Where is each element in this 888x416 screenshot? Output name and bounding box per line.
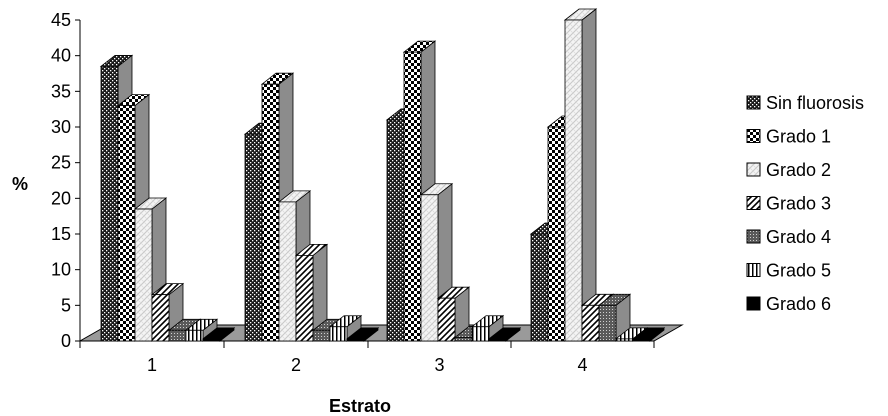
bar xyxy=(470,314,505,342)
y-tick-label: 0 xyxy=(61,331,71,351)
x-tick-label: 3 xyxy=(434,355,444,375)
legend-swatch xyxy=(746,129,761,143)
bar xyxy=(487,327,522,342)
y-axis-label: % xyxy=(12,174,28,194)
legend-label: Grado 6 xyxy=(766,294,831,314)
legend-swatch xyxy=(746,95,761,110)
y-tick-label: 30 xyxy=(51,117,71,137)
x-axis-label: Estrato xyxy=(329,396,391,416)
legend-swatch xyxy=(746,263,761,277)
x-tick-label: 2 xyxy=(291,355,301,375)
legend-item: Grado 3 xyxy=(746,194,831,214)
legend-item: Grado 6 xyxy=(746,294,831,314)
legend-label: Grado 1 xyxy=(766,127,831,147)
tick-labels: 0 5 10 15 20 25 30 35 40 45 1 2 3 4 xyxy=(51,10,588,375)
legend-swatch xyxy=(746,162,761,177)
legend: Sin fluorosis Grado 1 Grado 2 Grado 3 Grado … xyxy=(746,93,864,314)
legend-item: Grado 5 xyxy=(746,261,831,281)
y-tick-label: 15 xyxy=(51,224,71,244)
x-tick-label: 4 xyxy=(577,355,587,375)
legend-swatch xyxy=(746,196,761,210)
bar xyxy=(597,293,632,342)
legend-label: Grado 3 xyxy=(766,194,831,214)
bar xyxy=(184,318,219,342)
legend-item: Grado 2 xyxy=(746,160,831,180)
legend-label: Grado 5 xyxy=(766,261,831,281)
bar xyxy=(294,243,329,342)
y-tick-label: 40 xyxy=(51,46,71,66)
y-tick-label: 20 xyxy=(51,188,71,208)
bar xyxy=(201,327,236,342)
legend-label: Sin fluorosis xyxy=(766,93,864,113)
y-tick-label: 5 xyxy=(61,295,71,315)
legend-swatch xyxy=(746,296,761,311)
legend-item: Grado 4 xyxy=(746,227,831,247)
y-tick-label: 45 xyxy=(51,10,71,30)
legend-item: Sin fluorosis xyxy=(746,93,864,113)
legend-label: Grado 4 xyxy=(766,227,831,247)
bar xyxy=(631,327,666,342)
y-tick-label: 25 xyxy=(51,153,71,173)
legend-label: Grado 2 xyxy=(766,160,831,180)
legend-item: Grado 1 xyxy=(746,127,831,147)
bars xyxy=(99,8,666,342)
y-tick-label: 35 xyxy=(51,81,71,101)
y-tick-label: 10 xyxy=(51,260,71,280)
bar xyxy=(563,8,598,342)
legend-swatch xyxy=(746,229,761,244)
x-tick-label: 1 xyxy=(147,355,157,375)
bar xyxy=(345,327,380,342)
